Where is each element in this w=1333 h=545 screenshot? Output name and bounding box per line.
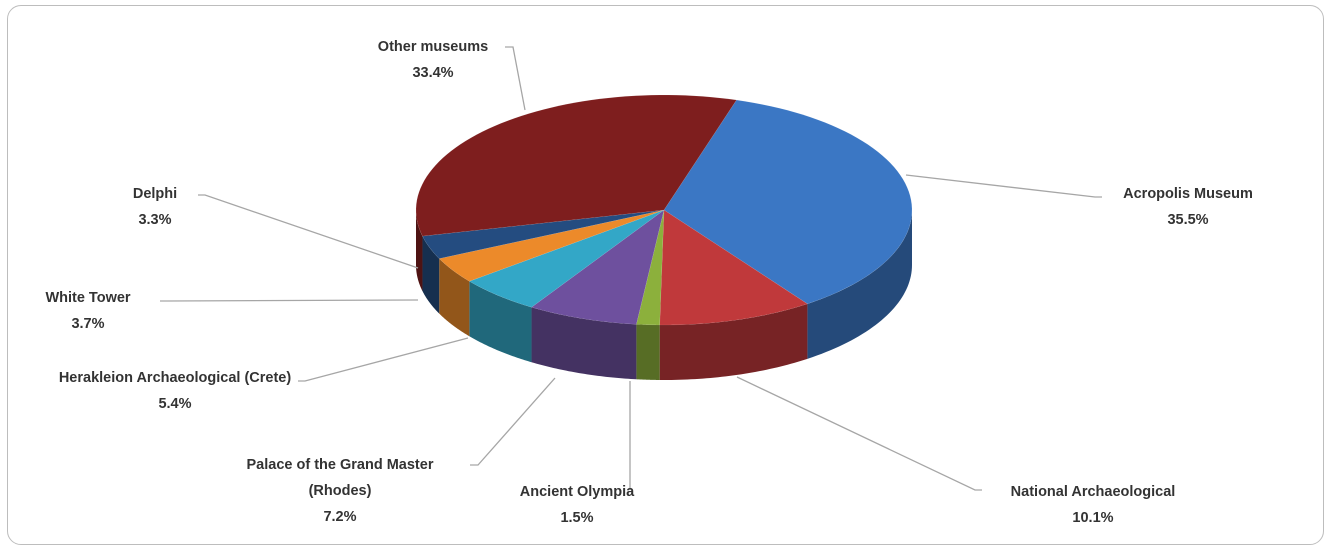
slice — [415, 94, 737, 237]
category-label: National Archaeological — [1010, 484, 1176, 500]
data-label: Acropolis Museum 35.5% — [1123, 181, 1253, 233]
leader-line — [505, 46, 526, 111]
leader-line — [736, 376, 982, 491]
value-label: 3.7% — [71, 316, 105, 332]
slice-side — [636, 324, 660, 380]
slice-side — [659, 303, 808, 380]
category-label: Palace of the Grand Master (Rhodes) — [246, 457, 434, 499]
leader-line — [160, 299, 419, 302]
slice — [659, 209, 808, 326]
slice-side — [531, 307, 637, 380]
slice — [438, 209, 665, 282]
leader-line — [905, 174, 1102, 198]
data-label: Delphi 3.3% — [133, 181, 177, 233]
data-label: National Archaeological 10.1% — [1011, 479, 1176, 531]
slice-side — [469, 281, 532, 363]
category-label: Herakleion Archaeological (Crete) — [58, 370, 292, 386]
slice-side — [439, 258, 470, 337]
value-label: 33.4% — [412, 65, 454, 81]
category-label: White Tower — [45, 290, 131, 306]
data-label: Herakleion Archaeological (Crete) 5.4% — [50, 365, 300, 417]
pie-canvas — [160, 46, 1102, 491]
data-label: Ancient Olympia 1.5% — [520, 479, 634, 531]
chart: Acropolis Museum 35.5% National Archaeolog… — [7, 5, 1324, 545]
slice — [663, 99, 913, 305]
category-label: Ancient Olympia — [519, 484, 635, 500]
category-label: Acropolis Museum — [1123, 186, 1253, 202]
slice-side — [416, 210, 423, 292]
leader-line — [198, 194, 419, 269]
slice — [636, 209, 665, 326]
slice-side — [807, 210, 912, 359]
value-label: 5.4% — [158, 396, 192, 412]
category-label: Delphi — [132, 186, 178, 202]
slice-side — [422, 236, 440, 314]
data-label: Palace of the Grand Master (Rhodes) 7.2% — [220, 452, 460, 530]
value-label: 3.3% — [138, 212, 172, 228]
category-label: Other museums — [377, 39, 489, 55]
leader-line — [298, 337, 469, 382]
slice — [422, 209, 665, 259]
value-label: 35.5% — [1167, 212, 1209, 228]
value-label: 1.5% — [560, 510, 594, 526]
slice — [468, 209, 665, 308]
slice — [530, 209, 665, 325]
value-label: 7.2% — [323, 509, 357, 525]
value-label: 10.1% — [1072, 510, 1114, 526]
leader-line — [470, 377, 556, 466]
data-label: Other museums 33.4% — [378, 34, 488, 86]
data-label: White Tower 3.7% — [45, 285, 130, 337]
